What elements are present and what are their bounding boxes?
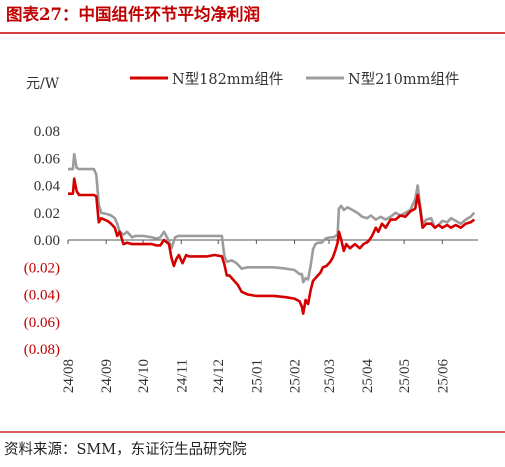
legend-label-n210: N型210mm组件 [348,71,459,88]
x-tick-label: 24/08 [61,359,77,393]
source-note: 资料来源：SMM，东证衍生品研究院 [4,441,247,458]
y-tick-label: (0.06) [24,315,60,331]
series-line-n182 [68,177,476,315]
x-tick-label: 25/01 [249,359,265,393]
x-tick-label: 24/09 [99,359,115,393]
y-tick-label: (0.04) [24,288,60,304]
x-tick-label: 24/10 [136,359,152,393]
y-tick-label: (0.08) [24,342,60,358]
x-tick-label: 25/05 [397,359,413,393]
x-axis: 24/08 24/09 24/10 24/11 24/12 25/01 25/02 25/03… [61,240,451,393]
y-tick-label: 0.06 [34,151,61,167]
series-line-n210 [68,152,476,284]
y-axis: 0.08 0.06 0.04 0.02 0.00 (0.02) (0.04) (0.06) (0… [24,124,61,358]
x-tick-label: 24/11 [174,359,190,393]
legend: N型182mm组件 N型210mm组件 [130,71,459,88]
legend-label-n182: N型182mm组件 [172,71,283,88]
y-tick-label: (0.02) [24,260,60,276]
y-tick-label: 0.00 [34,233,60,249]
x-tick-label: 25/06 [435,359,451,394]
chart-title: 图表27：中国组件环节平均净利润 [6,4,260,24]
y-tick-label: 0.04 [34,179,61,195]
x-tick-label: 25/03 [322,359,338,393]
unit-label: 元/W [26,76,60,92]
x-tick-label: 25/04 [360,359,376,394]
series-layer [68,152,476,315]
x-tick-label: 24/12 [211,359,227,393]
y-tick-label: 0.08 [34,124,60,140]
y-tick-label: 0.02 [34,206,60,222]
x-tick-label: 25/02 [288,359,304,393]
